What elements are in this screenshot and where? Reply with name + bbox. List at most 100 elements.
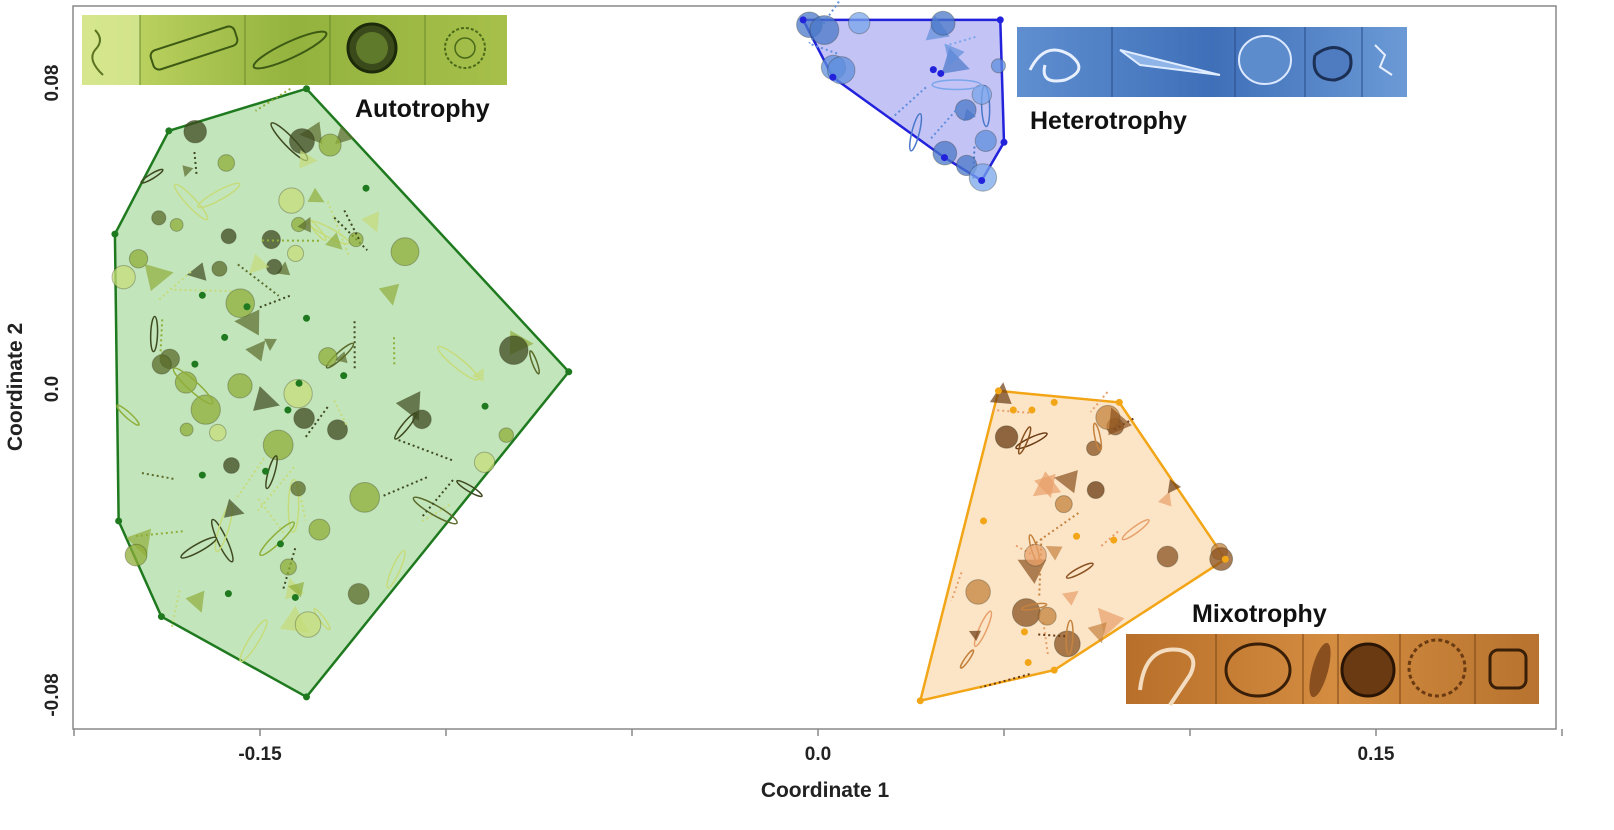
organism-glyph [249,253,270,274]
organism-glyph [1054,470,1078,494]
organism-glyph [190,394,221,425]
organism-glyph [390,237,420,267]
autotrophy-points [111,85,573,701]
organism-glyph [386,549,406,589]
hull-vertex-point [940,154,948,162]
organism-glyph [1089,391,1109,413]
organism-glyph [245,340,266,362]
organism-glyph [183,119,207,144]
organism-glyph [197,182,241,209]
hull-vertex-point [799,16,807,24]
organism-glyph [847,11,871,35]
organism-glyph [959,649,975,669]
organism-glyph [299,150,318,169]
organism-glyph [278,187,305,214]
organism-glyph [930,10,956,36]
organism-glyph [1061,590,1079,606]
organism-glyph [361,211,380,233]
data-point [262,467,270,475]
organism-glyph [421,479,454,518]
organism-glyph [234,457,265,501]
heterotrophy-micrograph-strip [1017,27,1407,97]
organism-glyph [222,457,240,474]
mixotrophy-micrograph-strip [1126,634,1539,707]
organism-glyph [318,133,342,157]
organism-glyph [1098,530,1119,549]
x-tick-label-0-0: 0.0 [805,744,831,765]
organism-glyph [412,496,458,525]
organism-glyph [942,35,976,48]
organism-glyph [347,583,370,605]
organism-glyph [1017,426,1032,455]
organism-glyph [180,536,218,559]
hull-vertex-point [111,230,119,238]
organism-glyph [1015,432,1048,450]
organism-glyph [325,232,343,250]
organism-glyph [971,84,993,105]
organism-glyph [974,129,997,153]
organism-glyph [253,386,280,411]
organism-glyph [456,479,483,498]
organism-glyph [294,611,322,638]
organism-glyph [149,315,159,353]
organism-glyph [159,319,164,360]
organism-glyph [1037,606,1057,626]
organism-glyph [421,504,451,523]
organism-glyph [234,309,260,336]
x-axis-title: Coordinate 1 [761,779,890,802]
organism-glyph [1020,602,1048,611]
organism-glyph [1045,546,1063,561]
organism-glyph [973,610,993,648]
organism-glyph [932,140,958,166]
organism-glyph [1087,622,1107,644]
organism-glyph [303,406,329,440]
organism-glyph [931,79,982,91]
data-point [1073,532,1081,540]
organism-glyph [968,630,982,642]
organism-glyph [1011,598,1041,628]
organism-glyph [944,43,965,66]
organism-glyph [210,518,234,563]
organism-glyph [262,429,294,461]
organism-glyph [144,264,174,291]
hull-vertex-point [916,697,924,705]
data-point [340,372,348,380]
organism-glyph [963,108,977,122]
organism-glyph [185,590,205,613]
organism-glyph [288,582,305,598]
y-tick-label-neg-0-08: -0.08 [42,673,63,716]
organism-glyph [179,422,194,437]
organism-glyph [1157,491,1172,507]
organism-glyph [209,423,227,442]
organism-glyph [1108,407,1132,436]
hull-vertex-point [996,16,1004,24]
organism-glyph [217,154,236,172]
organism-glyph [290,480,306,497]
organism-glyph [225,288,256,319]
organism-glyph [1017,559,1047,584]
organism-glyph [498,427,515,443]
hull-vertex-point [1221,555,1229,563]
organism-glyph [809,15,840,46]
y-axis-title: Coordinate 2 [4,323,27,451]
organism-glyph [287,244,305,263]
organism-glyph [1092,422,1103,452]
organism-glyph [343,209,360,240]
organism-glyph [220,228,237,245]
organism-glyph [227,373,253,399]
organism-glyph [224,498,245,518]
organism-glyph [992,409,1032,414]
data-point [937,69,945,77]
organism-glyph [1209,547,1234,571]
organism-glyph [116,404,140,426]
autotrophy-label: Autotrophy [355,95,490,123]
data-point [1028,406,1036,414]
data-point [1009,406,1017,414]
organism-glyph [211,260,228,277]
autotrophy-organism-glyphs [111,87,540,663]
organism-glyph [1065,562,1094,579]
organism-glyph [327,419,348,441]
data-point [291,593,299,601]
hull-vertex-point [165,127,173,135]
organism-glyph [378,283,400,306]
